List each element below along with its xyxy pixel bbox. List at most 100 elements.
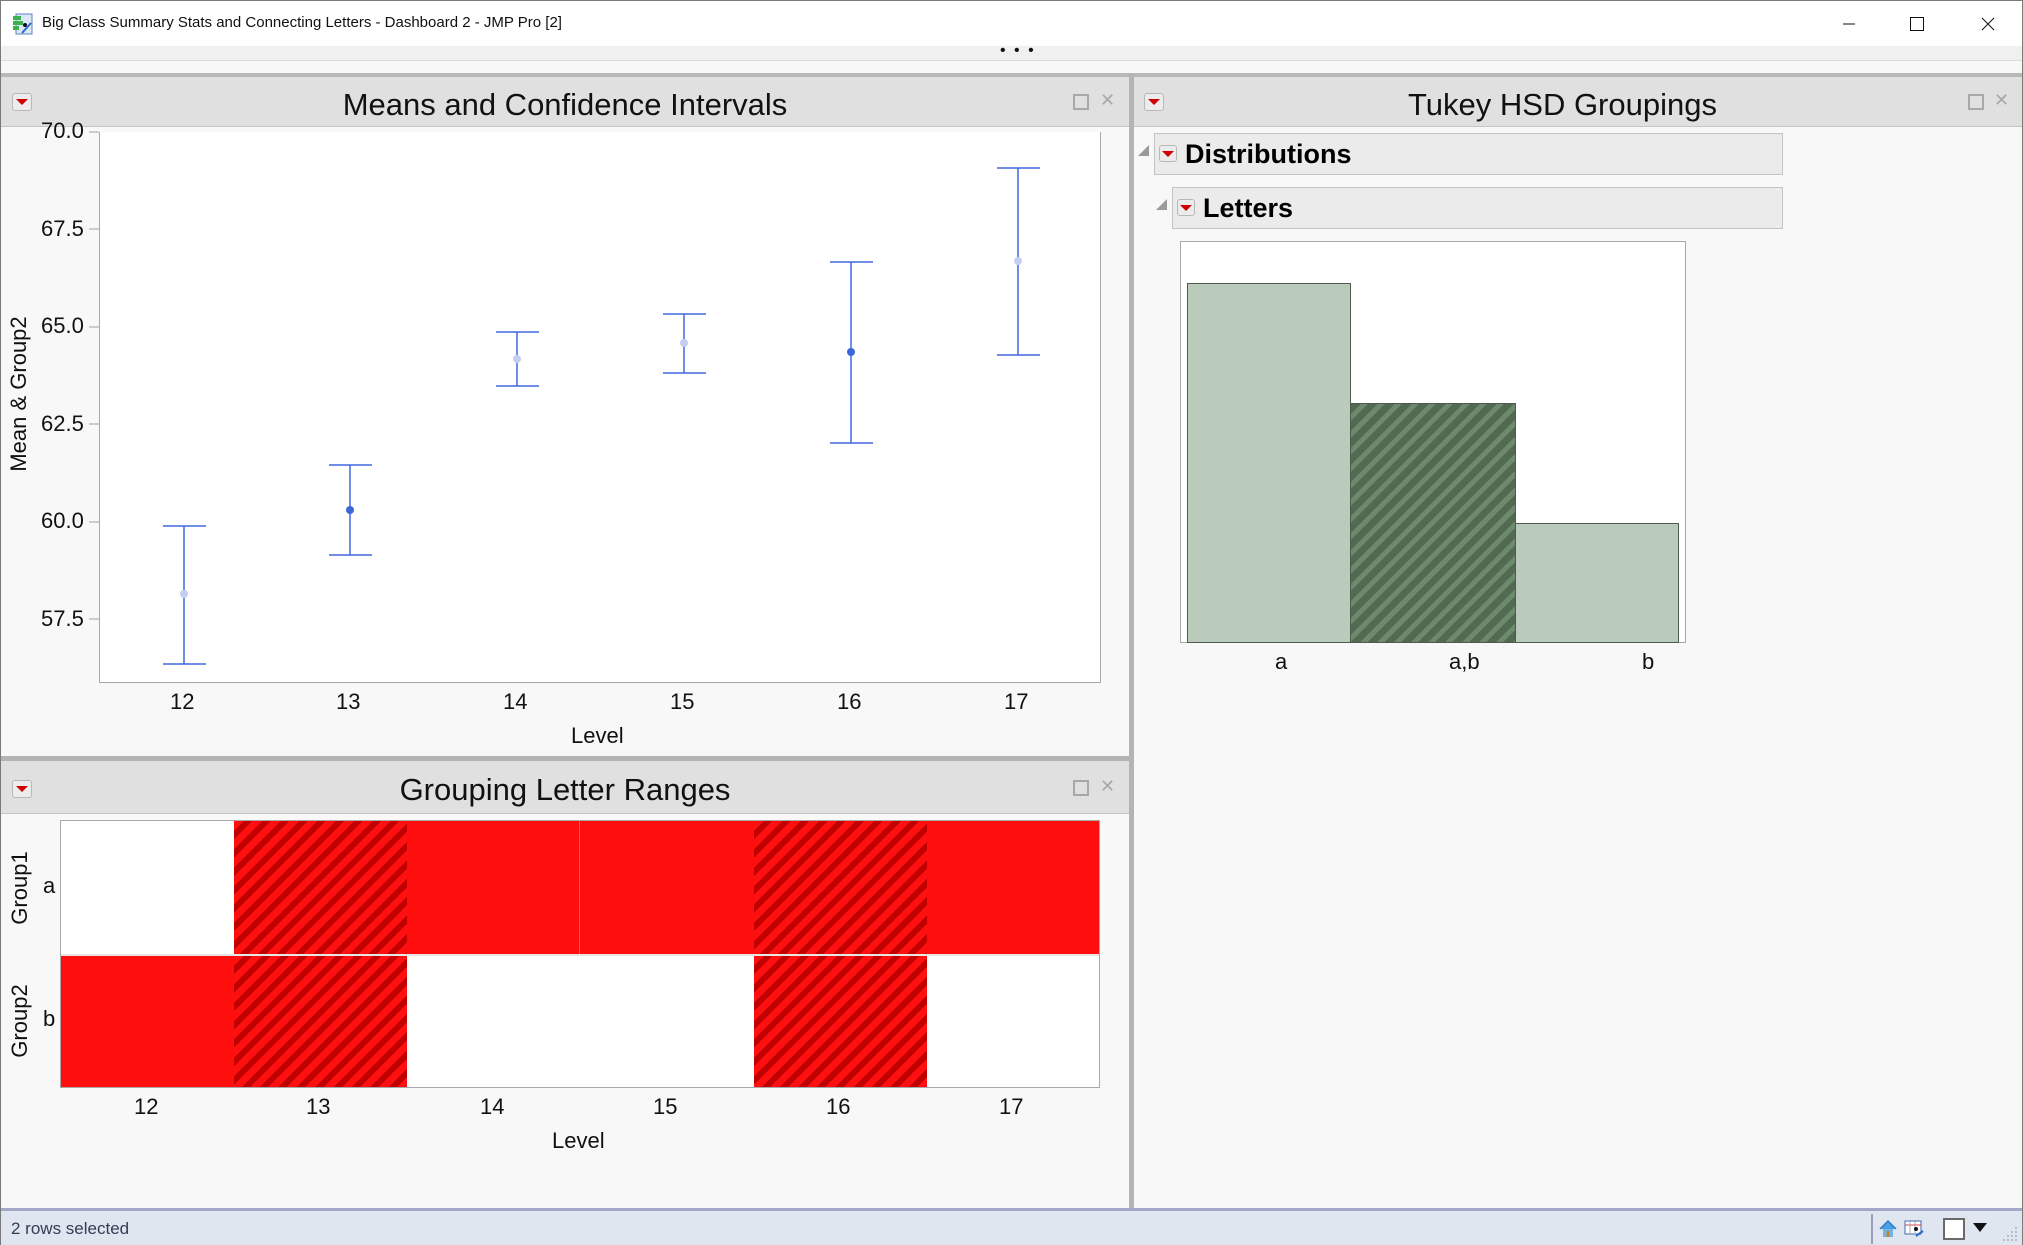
y-tick: 65.0	[41, 313, 84, 338]
y-tick: 67.5	[41, 216, 84, 241]
x-axis-title: Level	[552, 1128, 605, 1153]
y-axis-title: Mean & Group2	[6, 316, 31, 472]
heatmap-cell[interactable]	[927, 821, 1099, 954]
row-divider	[61, 954, 1099, 956]
outline-letters: Letters	[1172, 187, 1783, 229]
row-group-label: Group2	[7, 984, 32, 1058]
outline-distributions: Distributions	[1154, 133, 1783, 175]
bar-ab[interactable]	[1350, 403, 1516, 643]
red-triangle-menu[interactable]	[12, 780, 32, 798]
jmp-app-icon	[13, 13, 33, 35]
red-triangle-menu[interactable]	[1177, 199, 1195, 216]
y-axis-ticks	[89, 131, 99, 620]
close-icon	[1981, 17, 1995, 30]
toolbar-spacer	[1, 62, 2022, 72]
panel-header: Means and Confidence Intervals ✕	[1, 73, 1129, 127]
heatmap-cell[interactable]	[61, 956, 234, 1087]
window-list-button[interactable]	[1943, 1218, 1965, 1240]
disclosure-toggle-icon[interactable]	[1156, 199, 1167, 210]
panel-close-button[interactable]: ✕	[1994, 90, 2010, 110]
panel-title: Grouping Letter Ranges	[399, 772, 731, 807]
panel-maximize-button[interactable]	[1968, 94, 1984, 110]
x-axis-title: Level	[571, 723, 624, 748]
chevron-down-icon[interactable]	[1973, 1223, 1987, 1233]
grouping-letter-panel: Grouping Letter Ranges ✕ Group1 a Group2…	[1, 761, 1129, 1208]
tukey-hsd-panel: Tukey HSD Groupings ✕ Distributions Lett…	[1134, 73, 2022, 1208]
letters-bar-chart[interactable]	[1180, 241, 1686, 643]
panel-close-button[interactable]: ✕	[1100, 90, 1116, 110]
horizontal-splitter[interactable]	[1, 756, 1129, 761]
red-triangle-icon	[1162, 150, 1174, 157]
x-tick: 13	[306, 1094, 331, 1119]
heatmap-cell[interactable]	[407, 956, 580, 1087]
heatmap-cell[interactable]	[754, 956, 927, 1087]
means-ci-panel: Means and Confidence Intervals ✕ Mean & …	[1, 73, 1129, 756]
minimize-icon	[1843, 23, 1855, 24]
x-tick: 17	[999, 1094, 1024, 1119]
x-tick: 14	[480, 1094, 505, 1119]
heatmap-cell[interactable]	[61, 821, 234, 954]
x-tick: 14	[503, 689, 528, 714]
bar-label: a,b	[1449, 649, 1480, 674]
title-bar: Big Class Summary Stats and Connecting L…	[1, 1, 2022, 46]
toolbar-overflow-button[interactable]: • • •	[1000, 42, 1036, 59]
status-bar: 2 rows selected	[1, 1208, 2022, 1245]
panel-maximize-button[interactable]	[1073, 94, 1089, 110]
panel-maximize-button[interactable]	[1073, 780, 1089, 796]
heatmap-cell[interactable]	[580, 956, 754, 1087]
heatmap-cell[interactable]	[927, 956, 1099, 1087]
row-letter-label: a	[43, 873, 56, 898]
toolbar-strip: • • •	[1, 42, 2022, 61]
panel-close-button[interactable]: ✕	[1100, 776, 1116, 796]
heatmap-cell[interactable]	[407, 821, 580, 954]
heatmap-cell[interactable]	[580, 821, 754, 954]
data-table-icon[interactable]	[1904, 1220, 1924, 1238]
window-title: Big Class Summary Stats and Connecting L…	[42, 14, 562, 31]
x-tick: 13	[336, 689, 361, 714]
x-tick: 16	[826, 1094, 851, 1119]
red-triangle-icon	[16, 786, 28, 792]
grouping-heatmap[interactable]	[60, 820, 1100, 1088]
maximize-icon	[1910, 16, 1924, 31]
red-triangle-menu[interactable]	[1159, 145, 1177, 162]
y-tick: 62.5	[41, 411, 84, 436]
y-tick: 60.0	[41, 508, 84, 533]
heatmap-cell[interactable]	[234, 821, 407, 954]
means-plot-area[interactable]	[99, 132, 1101, 683]
y-tick: 57.5	[41, 606, 84, 631]
red-triangle-icon	[1148, 99, 1160, 105]
bar-label: b	[1642, 649, 1655, 674]
status-text: 2 rows selected	[11, 1219, 130, 1238]
red-triangle-menu[interactable]	[1144, 93, 1164, 111]
x-tick: 16	[837, 689, 862, 714]
row-group-label: Group1	[7, 851, 32, 925]
panel-title: Means and Confidence Intervals	[342, 87, 788, 122]
red-triangle-icon	[16, 99, 28, 105]
x-tick: 12	[170, 689, 195, 714]
red-triangle-menu[interactable]	[12, 93, 32, 111]
red-triangle-icon	[1180, 204, 1192, 211]
x-tick: 12	[134, 1094, 159, 1119]
x-tick: 15	[670, 689, 695, 714]
outline-title: Letters	[1203, 193, 1294, 223]
minimize-button[interactable]	[1814, 1, 1884, 46]
bar-label: a	[1275, 649, 1288, 674]
heatmap-cell[interactable]	[234, 956, 407, 1087]
x-tick: 15	[653, 1094, 678, 1119]
vertical-splitter[interactable]	[1129, 73, 1134, 1209]
outline-title: Distributions	[1185, 139, 1352, 169]
heatmap-cell[interactable]	[754, 821, 927, 954]
home-icon[interactable]	[1878, 1219, 1898, 1239]
resize-grip-icon[interactable]	[2003, 1227, 2019, 1243]
maximize-button[interactable]	[1882, 1, 1952, 46]
row-letter-label: b	[43, 1006, 56, 1031]
status-separator	[1871, 1214, 1873, 1244]
bar-a[interactable]	[1187, 283, 1351, 643]
x-tick: 17	[1004, 689, 1029, 714]
error-bar-chart	[163, 167, 1040, 665]
disclosure-toggle-icon[interactable]	[1138, 145, 1149, 156]
bar-b[interactable]	[1515, 523, 1679, 643]
panel-header: Tukey HSD Groupings ✕	[1134, 73, 2022, 127]
close-button[interactable]	[1953, 1, 2023, 46]
